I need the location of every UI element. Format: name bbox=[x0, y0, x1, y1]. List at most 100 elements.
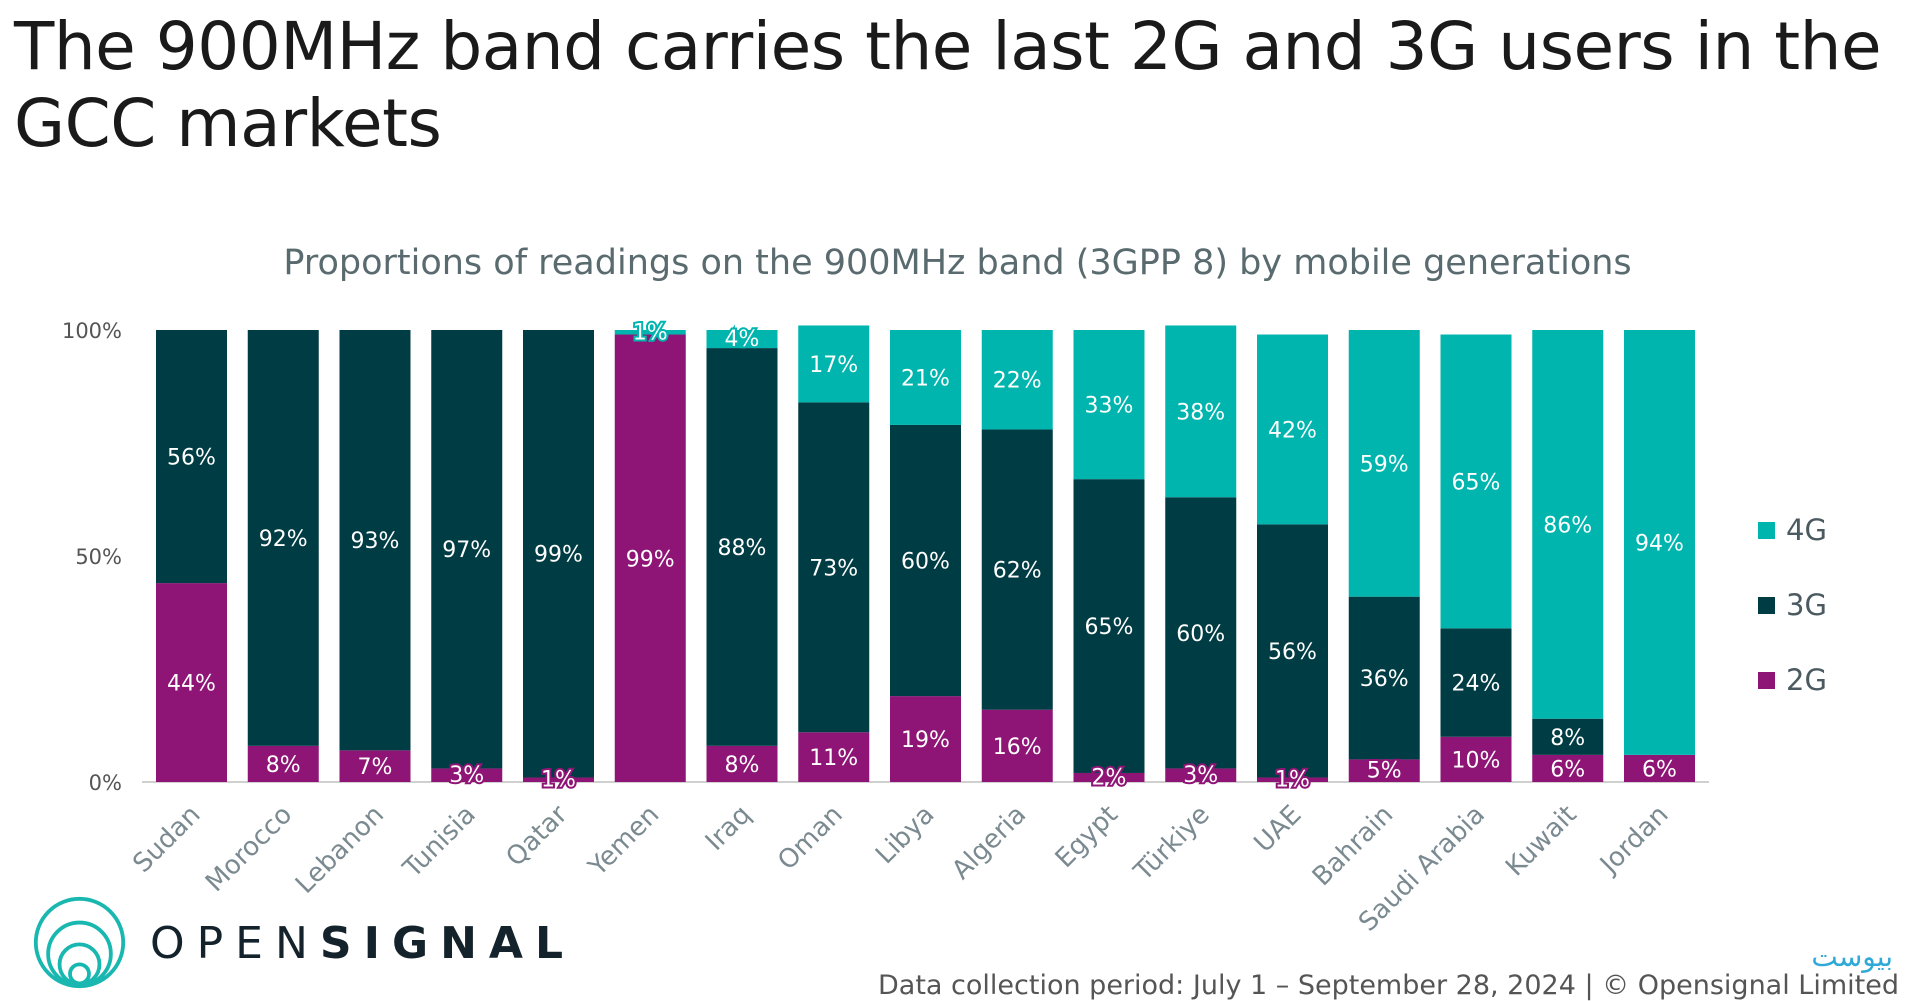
y-tick-label: 100% bbox=[62, 319, 122, 343]
brand-prefix: OPEN bbox=[150, 918, 320, 969]
data-label: 97% bbox=[442, 538, 491, 563]
bar-segment-3g bbox=[890, 424, 961, 697]
bar-segment-4g bbox=[614, 330, 686, 335]
bar-segment-4g bbox=[706, 330, 778, 349]
brand-wordmark: OPENSIGNAL bbox=[150, 918, 575, 969]
bar-segment-3g bbox=[431, 330, 503, 769]
x-tick-label: Bahrain bbox=[1307, 800, 1399, 892]
legend-label: 2G bbox=[1786, 663, 1827, 697]
data-label: 36% bbox=[1360, 667, 1409, 692]
bar-segment-2g bbox=[981, 709, 1053, 782]
bar-segment-3g bbox=[706, 348, 778, 746]
brand-suffix: SIGNAL bbox=[319, 918, 575, 969]
x-tick-label: Lebanon bbox=[290, 800, 390, 900]
x-tick-label: Qatar bbox=[500, 800, 573, 873]
bar-segment-4g bbox=[1348, 330, 1420, 597]
chart-title: Proportions of readings on the 900MHz ba… bbox=[283, 243, 1632, 283]
data-label: 8% bbox=[725, 753, 760, 778]
data-label: 1% bbox=[1275, 768, 1310, 793]
bar-segment-2g bbox=[614, 334, 686, 782]
data-label: 3% bbox=[449, 763, 484, 788]
data-label: 17% bbox=[809, 353, 858, 378]
bar-segment-2g bbox=[1440, 736, 1512, 782]
data-label: 11% bbox=[809, 746, 858, 771]
data-label: 93% bbox=[351, 529, 400, 554]
data-label: 22% bbox=[993, 369, 1042, 394]
bar-segment-3g bbox=[1348, 596, 1420, 760]
data-label: 3% bbox=[1183, 763, 1218, 788]
bar-segment-2g bbox=[247, 745, 319, 782]
data-label: 8% bbox=[1550, 726, 1585, 751]
bar-segment-2g bbox=[523, 777, 594, 782]
bar-segment-3g bbox=[981, 429, 1053, 710]
x-tick-label: Oman bbox=[772, 800, 849, 877]
legend-label: 3G bbox=[1786, 588, 1827, 622]
bar-segment-2g bbox=[890, 696, 961, 782]
data-label: 24% bbox=[1452, 672, 1501, 697]
watermark-text: بیوست bbox=[1811, 940, 1893, 973]
x-tick-label: Egypt bbox=[1050, 800, 1124, 874]
bar-segment-2g bbox=[1624, 754, 1695, 782]
bar-segment-2g bbox=[431, 768, 503, 782]
data-label: 86% bbox=[1543, 513, 1592, 538]
bar-segment-2g bbox=[1165, 768, 1237, 782]
bar-segment-3g bbox=[1073, 479, 1145, 773]
footer-note: Data collection period: July 1 – Septemb… bbox=[878, 970, 1899, 1001]
data-label: 19% bbox=[901, 728, 950, 753]
data-label: 88% bbox=[718, 536, 767, 561]
bar-segment-4g bbox=[1257, 334, 1328, 525]
data-label: 1% bbox=[633, 320, 668, 345]
bar-segment-4g bbox=[890, 330, 961, 425]
x-tick-label: Jordan bbox=[1593, 800, 1674, 881]
data-label: 2% bbox=[1092, 765, 1127, 790]
data-label: 94% bbox=[1635, 531, 1684, 556]
bar-segment-4g bbox=[798, 325, 870, 403]
bar-segment-2g bbox=[1073, 772, 1145, 782]
x-tick-label: Libya bbox=[870, 800, 940, 870]
x-tick-label: Yemen bbox=[582, 800, 665, 883]
x-tick-label: Algeria bbox=[946, 800, 1032, 886]
data-label: 16% bbox=[993, 735, 1042, 760]
bar-segment-3g bbox=[1532, 718, 1604, 755]
bar-segment-2g bbox=[1257, 777, 1328, 782]
x-tick-label: Iraq bbox=[700, 800, 757, 857]
bar-segment-3g bbox=[247, 330, 319, 746]
x-tick-label: Morocco bbox=[200, 800, 298, 898]
legend-label: 4G bbox=[1786, 513, 1827, 547]
bar-segment-4g bbox=[1073, 330, 1145, 480]
x-tick-label: Tunisia bbox=[397, 800, 482, 885]
bar-segment-2g bbox=[706, 745, 778, 782]
bar-segment-4g bbox=[981, 330, 1053, 430]
bar-segment-3g bbox=[1440, 628, 1512, 737]
bar-segment-2g bbox=[798, 732, 870, 782]
data-label: 73% bbox=[809, 556, 858, 581]
data-label: 99% bbox=[534, 543, 583, 568]
bar-segment-2g bbox=[339, 750, 411, 782]
bar-segment-4g bbox=[1165, 325, 1237, 498]
x-tick-label: Sudan bbox=[127, 800, 206, 879]
data-label: 6% bbox=[1550, 757, 1585, 782]
bar-segment-3g bbox=[156, 330, 227, 584]
data-label: 60% bbox=[1176, 622, 1225, 647]
bar-segment-2g bbox=[1348, 759, 1420, 782]
data-label: 56% bbox=[167, 446, 216, 471]
page-title: The 900MHz band carries the last 2G and … bbox=[14, 8, 1882, 162]
data-label: 44% bbox=[167, 672, 216, 697]
data-label: 6% bbox=[1642, 757, 1677, 782]
data-label: 92% bbox=[259, 527, 308, 552]
data-label: 65% bbox=[1452, 470, 1501, 495]
bar-segment-4g bbox=[1440, 334, 1512, 629]
bar-segment-3g bbox=[523, 330, 594, 778]
data-label: 4% bbox=[725, 327, 760, 352]
data-label: 7% bbox=[358, 755, 393, 780]
bar-segment-3g bbox=[339, 330, 411, 751]
data-label: 62% bbox=[993, 559, 1042, 584]
bar-segment-2g bbox=[156, 583, 227, 782]
data-label: 21% bbox=[901, 366, 950, 391]
data-label: 8% bbox=[266, 753, 301, 778]
data-label: 42% bbox=[1268, 418, 1317, 443]
x-tick-label: Türkiye bbox=[1128, 800, 1216, 888]
bar-segment-4g bbox=[1532, 330, 1604, 719]
data-label: 65% bbox=[1085, 615, 1134, 640]
